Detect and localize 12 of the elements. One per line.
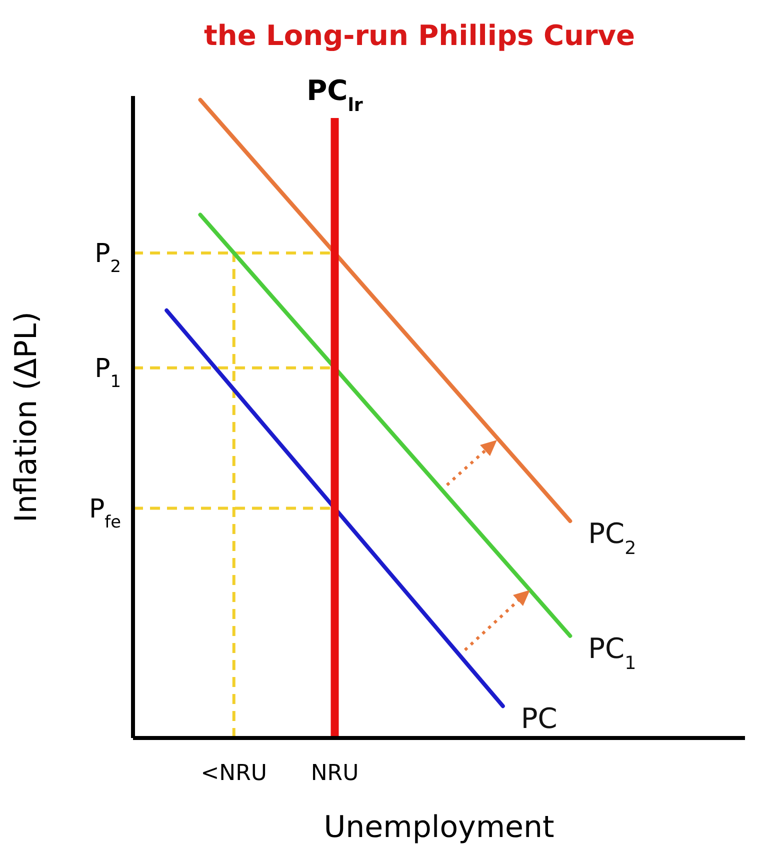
ref-line-label: P$_{1}$: [94, 354, 121, 391]
series-label: PC$_{1}$: [588, 632, 636, 674]
x-tick-label: <NRU: [200, 761, 268, 786]
series-label: PC$_{2}$: [588, 517, 636, 559]
ref-line-label: PC$_{lr}$: [306, 74, 363, 116]
x-tick-label: NRU: [310, 761, 359, 786]
ref-line-label: P$_{fe}$: [88, 494, 121, 532]
y-axis-title: Inflation (ΔPL): [9, 312, 44, 522]
chart-title: the Long-run Phillips Curve: [204, 19, 635, 52]
ref-line-label: P$_{2}$: [94, 238, 121, 276]
series-label: PC: [520, 702, 558, 736]
x-axis-title: Unemployment: [324, 810, 555, 845]
